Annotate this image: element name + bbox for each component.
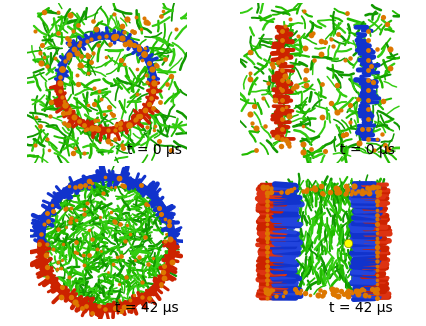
- Text: t = 42 μs: t = 42 μs: [115, 301, 178, 315]
- Text: t = 42 μs: t = 42 μs: [328, 301, 391, 315]
- Text: t = 0 μs: t = 0 μs: [340, 142, 394, 156]
- Text: t = 0 μs: t = 0 μs: [127, 142, 181, 156]
